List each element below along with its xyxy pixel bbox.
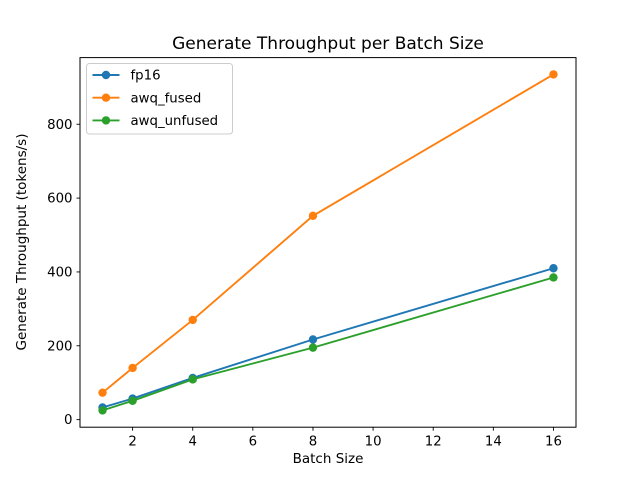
series-marker-awq_unfused-x1 (98, 406, 107, 415)
legend-label-awq_fused: awq_fused (131, 91, 202, 106)
plot-area-border (79, 57, 577, 428)
legend-box (86, 63, 233, 135)
x-tick-label-12: 12 (425, 435, 442, 450)
legend-handle-marker-awq_fused (101, 93, 111, 102)
series-marker-awq_fused-x2 (128, 363, 137, 373)
x-tick-label-14: 14 (485, 435, 502, 450)
series-marker-fp16-x8 (308, 335, 318, 344)
series-marker-awq_fused-x16 (549, 70, 558, 79)
y-axis-label: Generate Throughput (tokens/s) (14, 133, 30, 351)
series-marker-awq_unfused-x8 (308, 343, 318, 352)
x-tick-label-4: 4 (188, 435, 196, 450)
y-tick-label-0: 0 (64, 413, 72, 428)
x-tick-label-2: 2 (128, 435, 136, 450)
y-tick-label-800: 800 (47, 118, 72, 133)
y-tick-label-400: 400 (47, 266, 72, 281)
x-tick-label-6: 6 (249, 435, 257, 450)
series-marker-awq_fused-x1 (98, 388, 107, 397)
x-axis-label: Batch Size (292, 451, 364, 467)
x-tick-label-8: 8 (309, 435, 317, 450)
series-marker-awq_unfused-x16 (549, 273, 558, 282)
legend-label-fp16: fp16 (131, 69, 161, 84)
x-tick-label-10: 10 (365, 435, 382, 450)
series-marker-awq_unfused-x2 (128, 396, 137, 405)
legend-handle-marker-fp16 (101, 70, 111, 80)
series-marker-awq_fused-x4 (188, 315, 197, 325)
legend-label-awq_unfused: awq_unfused (131, 114, 219, 129)
series-line-awq_unfused (101, 276, 555, 412)
legend-handle-marker-awq_unfused (101, 116, 111, 125)
series-marker-fp16-x16 (549, 264, 558, 273)
series-marker-awq_unfused-x4 (188, 375, 197, 384)
y-tick-label-200: 200 (47, 339, 72, 354)
y-tick-label-600: 600 (47, 192, 72, 207)
chart-title: Generate Throughput per Batch Size (172, 34, 484, 54)
series-marker-awq_fused-x8 (308, 211, 318, 221)
x-tick-label-16: 16 (545, 435, 562, 450)
